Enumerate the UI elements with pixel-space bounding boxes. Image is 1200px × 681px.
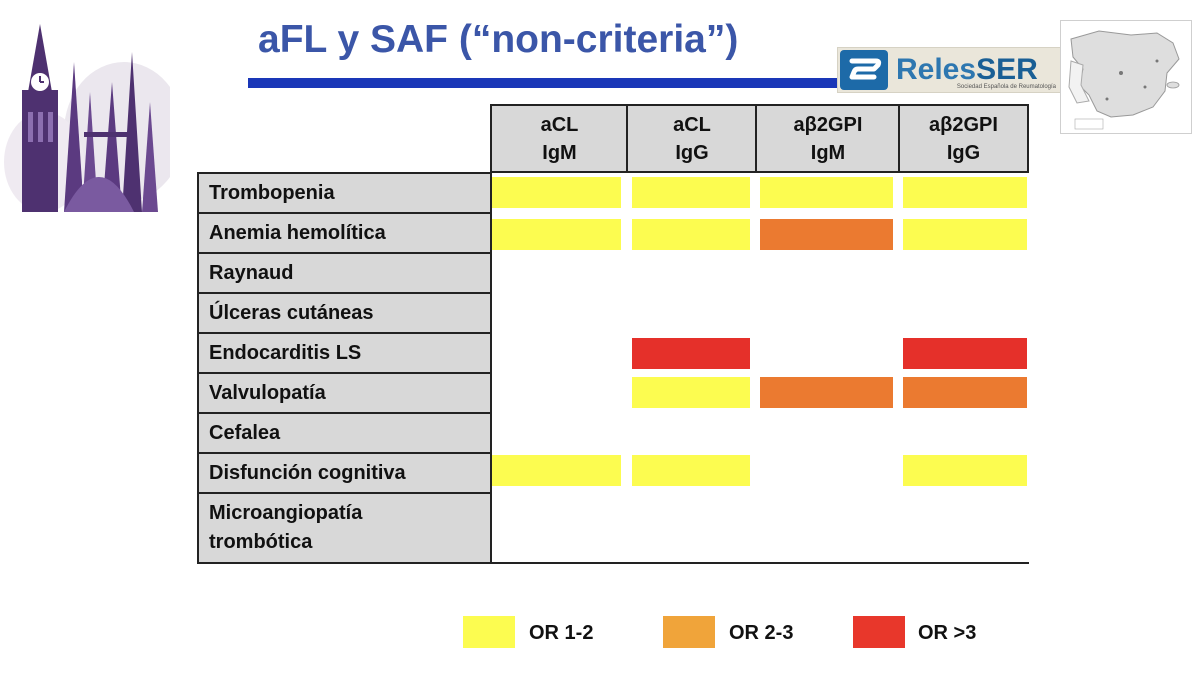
or-cell: [903, 338, 1027, 369]
legend-swatch-or-gt-3: [853, 616, 905, 648]
slide-title: aFL y SAF (“non-criteria”): [258, 18, 739, 61]
legend-label-or-2-3: OR 2-3: [729, 622, 794, 644]
city-landmarks-logo: [4, 24, 170, 212]
or-cell: [632, 338, 750, 369]
or-cell: [492, 455, 621, 486]
or-cell: [903, 377, 1027, 408]
or-cell: [760, 219, 893, 250]
row-label-cefalea: Cefalea: [197, 412, 492, 453]
title-underline: [248, 78, 858, 88]
or-cell: [492, 219, 621, 250]
row-label-ulceras-cutaneas: Úlceras cutáneas: [197, 292, 492, 333]
column-header-line1: aCL: [540, 113, 579, 136]
row-label-disfuncion-cognitiva: Disfunción cognitiva: [197, 452, 492, 493]
legend-label-or-1-2: OR 1-2: [529, 622, 594, 644]
legend-label-or-gt-3: OR >3: [918, 622, 977, 644]
spain-map: [1060, 20, 1192, 134]
row-label-anemia-hemolitica: Anemia hemolítica: [197, 212, 492, 253]
row-label-line2: trombótica: [209, 531, 313, 553]
row-label-raynaud: Raynaud: [197, 252, 492, 293]
column-header-acl-igg: aCL IgG: [626, 104, 756, 173]
column-header-line2: IgM: [810, 141, 846, 164]
column-header-line1: aβ2GPI: [929, 113, 998, 136]
legend-swatch-or-2-3: [663, 616, 715, 648]
spain-map-icon: [1068, 30, 1180, 130]
legend-swatch-or-1-2: [463, 616, 515, 648]
row-label-valvulopatia: Valvulopatía: [197, 372, 492, 413]
releser-s-mark-icon: [840, 50, 888, 90]
column-header-line2: IgM: [542, 141, 577, 164]
column-header-line1: aβ2GPI: [793, 113, 863, 136]
or-cell: [760, 177, 893, 208]
releser-logo-text-reles: Reles: [896, 53, 977, 86]
releser-logo-text-ser: SER: [976, 53, 1038, 86]
or-cell: [632, 455, 750, 486]
row-label-microangiopatia-trombotica: Microangiopatía trombótica: [197, 492, 492, 564]
column-header-ab2gpi-igm: aβ2GPI IgM: [755, 104, 899, 173]
releser-logo-text: RelesSER: [896, 55, 1038, 85]
or-cell: [492, 177, 621, 208]
row-label-endocarditis-ls: Endocarditis LS: [197, 332, 492, 373]
or-cell: [903, 219, 1027, 250]
or-cell: [903, 177, 1027, 208]
column-header-line1: aCL: [673, 113, 711, 136]
column-header-acl-igm: aCL IgM: [490, 104, 627, 173]
table-frame-bottom: [490, 562, 1029, 564]
column-header-line2: IgG: [675, 141, 709, 164]
row-label-line1: Microangiopatía: [209, 502, 363, 524]
or-cell: [903, 455, 1027, 486]
row-label-trombopenia: Trombopenia: [197, 172, 492, 213]
column-header-ab2gpi-igg: aβ2GPI IgG: [898, 104, 1029, 173]
column-header-line2: IgG: [946, 141, 981, 164]
releser-subtitle: Sociedad Española de Reumatología: [956, 84, 1056, 90]
or-cell: [632, 177, 750, 208]
or-cell: [632, 219, 750, 250]
table-frame-right: [490, 172, 492, 564]
releser-logo: RelesSER Sociedad Española de Reumatolog…: [838, 48, 1060, 92]
or-cell: [632, 377, 750, 408]
or-cell: [760, 377, 893, 408]
